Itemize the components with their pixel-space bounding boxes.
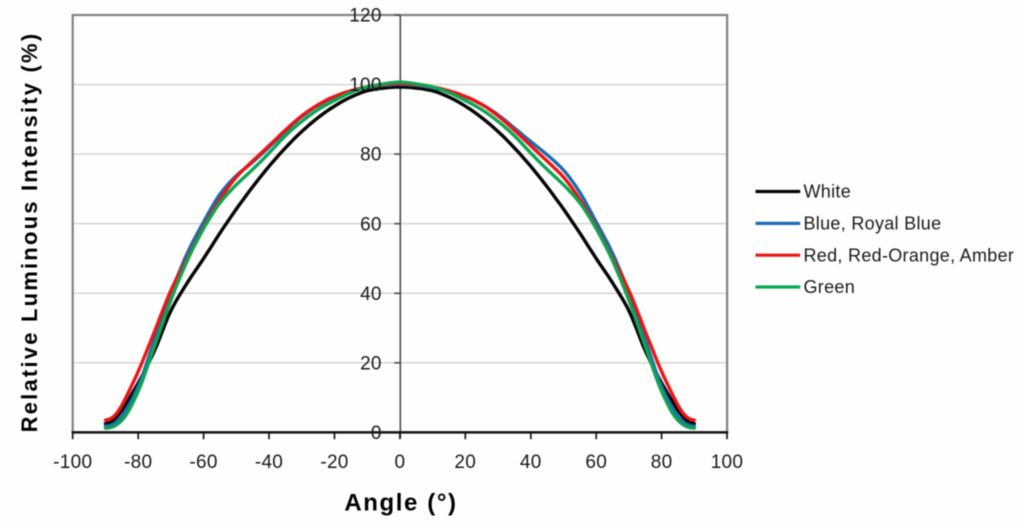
svg-text:Green: Green xyxy=(804,277,856,297)
svg-text:100: 100 xyxy=(711,452,744,473)
svg-text:60: 60 xyxy=(360,214,382,235)
svg-text:Relative Luminous Intensity (%: Relative Luminous Intensity (%) xyxy=(17,32,42,433)
svg-text:100: 100 xyxy=(349,75,382,96)
svg-text:Red, Red-Orange, Amber: Red, Red-Orange, Amber xyxy=(804,245,1015,265)
svg-text:-40: -40 xyxy=(255,452,283,473)
svg-text:80: 80 xyxy=(651,452,673,473)
svg-text:Blue, Royal Blue: Blue, Royal Blue xyxy=(804,214,942,234)
svg-text:0: 0 xyxy=(394,452,405,473)
svg-text:-100: -100 xyxy=(53,452,92,473)
svg-text:Angle (°): Angle (°) xyxy=(344,490,457,517)
svg-text:20: 20 xyxy=(360,353,382,374)
svg-text:80: 80 xyxy=(360,145,382,166)
svg-text:White: White xyxy=(804,182,852,202)
svg-text:120: 120 xyxy=(349,6,382,27)
svg-text:-80: -80 xyxy=(124,452,152,473)
svg-text:40: 40 xyxy=(520,452,542,473)
svg-text:-20: -20 xyxy=(320,452,348,473)
svg-text:0: 0 xyxy=(371,423,382,444)
svg-text:40: 40 xyxy=(360,284,382,305)
svg-text:20: 20 xyxy=(454,452,476,473)
svg-text:60: 60 xyxy=(585,452,607,473)
svg-text:-60: -60 xyxy=(189,452,217,473)
